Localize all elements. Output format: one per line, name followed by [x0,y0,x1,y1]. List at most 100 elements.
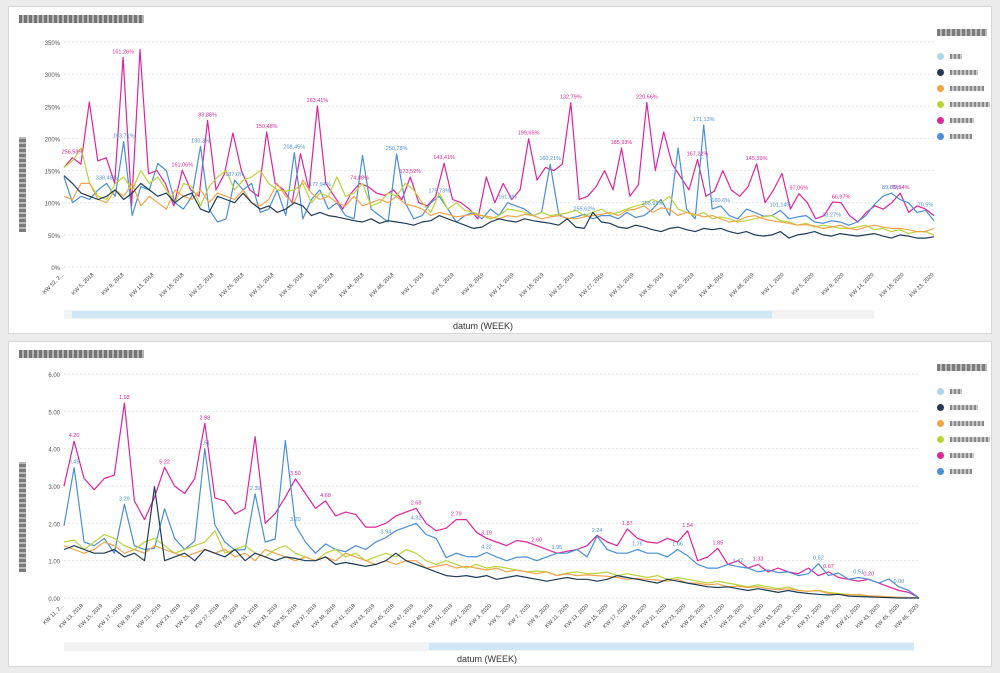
data-label: 4.20 [69,433,80,439]
data-label: 161,26% [112,49,134,55]
legend-item[interactable] [937,431,990,447]
legend-label-redacted [950,69,978,75]
x-tick-label: KW 18, 2020 [879,272,906,299]
x-tick-label: KW 1, 2020 [761,272,786,297]
x-tick-label: KW 13, 2018 [129,272,156,299]
legend-item[interactable] [937,415,990,431]
legend-label-redacted [950,436,990,442]
x-tick-label: KW 9, 2020 [821,272,846,297]
legend-label-redacted [950,53,962,59]
data-label: 1.76 [632,541,643,547]
legend-swatch [937,52,944,60]
data-label: 199,65% [518,131,540,137]
data-label: 0.20 [863,571,874,577]
x-tick-label: KW 35, 2019 [639,272,666,299]
y-tick-label: 100% [45,202,61,208]
x-tick-label: KW 52, 2... [42,272,66,296]
legend-item[interactable] [937,463,990,479]
chart-title-redacted [19,350,144,358]
chart-title-redacted [19,15,144,23]
x-tick-label: KW 5, 2019 [431,272,456,297]
data-label: 1.54 [682,523,693,529]
data-label: 2.24 [592,528,603,534]
scrollbar-thumb-1[interactable] [72,311,772,318]
x-tick-label: KW 26, 2018 [219,272,246,299]
x-tick-label: KW 5, 2020 [791,272,816,297]
data-label: 0.00 [894,579,905,585]
x-tick-label: KW 9, 2019 [461,272,486,297]
scrollbar-thumb-2[interactable] [429,643,914,650]
data-label: 175,73% [428,188,450,194]
data-label: 2.98 [199,415,210,421]
data-label: 173,52% [399,169,421,175]
x-tick-label: KW 31, 2018 [249,272,276,299]
data-label: 2.79 [451,512,462,518]
data-label: 97,06% [790,186,809,192]
x-tick-label: KW 22, 2018 [189,272,216,299]
data-label: 66,97% [832,195,851,201]
data-label: 1.47 [733,559,744,565]
data-label: 3.19 [481,530,492,536]
x-tick-label: KW 40, 2018 [309,272,336,299]
data-label: 2.39 [250,486,261,492]
x-tick-label: KW 18, 2019 [519,272,546,299]
x-tick-label: KW 44, 2019 [699,272,726,299]
legend-swatch [937,467,944,475]
legend-item[interactable] [937,80,990,96]
data-label: 3.94 [381,530,392,536]
legend-swatch [937,68,944,76]
legend-item[interactable] [937,64,990,80]
data-label: 255,91% [642,201,664,207]
data-label: 1.93 [119,395,130,401]
legend-item[interactable] [937,399,990,415]
data-label: 2.51 [199,441,210,447]
data-label: 145,39% [746,156,768,162]
data-label: 250,78% [386,146,408,152]
legend-item[interactable] [937,48,990,64]
x-tick-label: KW 14, 2019 [489,272,516,299]
data-label: 185,93% [611,140,633,146]
legend-label-redacted [950,117,974,123]
legend-label-redacted [950,85,984,91]
data-label: 255,62% [573,206,595,212]
data-label: 160,6% [711,198,730,204]
data-label: 74,88% [350,175,369,181]
legend-item[interactable] [937,128,990,144]
y-tick-label: 250% [45,105,61,111]
legend-swatch [937,419,944,427]
y-tick-label: 0.00 [48,597,60,603]
x-tick-label: KW 5, 2018 [71,272,96,297]
legend-swatch [937,451,944,459]
legend-item[interactable] [937,447,990,463]
legend-item[interactable] [937,96,990,112]
x-tick-label: KW 18, 2018 [159,272,186,299]
series-line [63,175,935,239]
data-label: 193,71% [113,134,135,140]
series-line [63,486,919,599]
data-label: 150,48% [256,124,278,130]
legend-label-redacted [950,468,972,474]
legend-swatch [937,132,944,140]
horizontal-scrollbar-1[interactable] [64,310,874,319]
legend-swatch [937,116,944,124]
legend-label-redacted [950,452,974,458]
x-axis-title-2: datum (WEEK) [456,654,517,664]
y-tick-label: 150% [45,170,61,176]
data-label: 0.51 [853,569,864,575]
data-label: 220,66% [636,94,658,100]
legend-item[interactable] [937,112,990,128]
horizontal-scrollbar-2[interactable] [64,642,914,651]
x-axis-title-1: datum (WEEK) [452,321,513,331]
legend-item[interactable] [937,383,990,399]
data-label: 79,54% [891,185,910,191]
y-tick-label: 200% [45,137,61,143]
data-label: 171,13% [693,117,715,123]
data-label: 5.22 [159,459,170,465]
y-tick-label: 6.00 [48,373,60,379]
legend-swatch [937,387,944,395]
series-line [63,530,920,599]
chart-panel-1: 0% 50% 100% 150% 200% 250% 300% 350% KW 52, 2...… [8,6,992,334]
y-tick-label: 4.00 [48,448,60,454]
data-label: 177,94% [309,182,331,188]
y-axis-title-redacted [19,462,26,572]
